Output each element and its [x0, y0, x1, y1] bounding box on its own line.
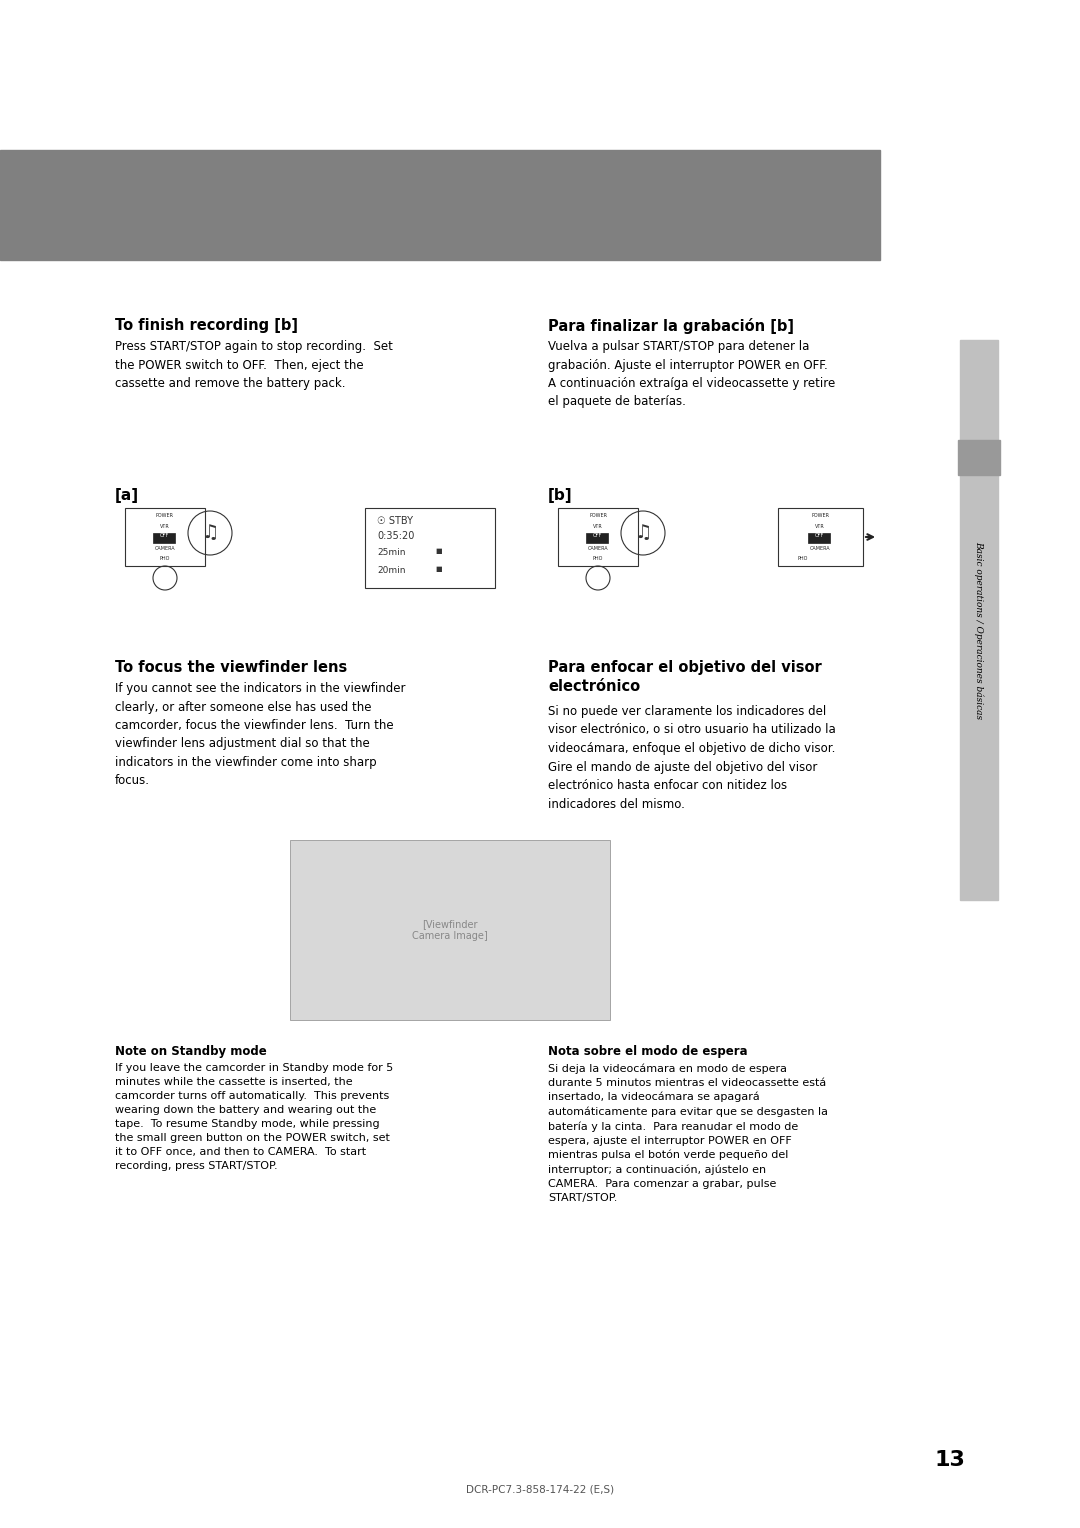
- Text: DCR-PC7.3-858-174-22 (E,S): DCR-PC7.3-858-174-22 (E,S): [465, 1485, 615, 1494]
- Text: If you leave the camcorder in Standby mode for 5
minutes while the cassette is i: If you leave the camcorder in Standby mo…: [114, 1063, 393, 1170]
- Text: 0:35:20: 0:35:20: [377, 532, 415, 541]
- Text: POWER: POWER: [589, 513, 607, 518]
- Text: ♫: ♫: [201, 524, 219, 542]
- Text: To focus the viewfinder lens: To focus the viewfinder lens: [114, 660, 348, 675]
- Bar: [291, 840, 610, 1021]
- Text: VTR: VTR: [160, 524, 170, 529]
- Bar: [958, 440, 1000, 475]
- Text: OFF: OFF: [160, 533, 168, 538]
- Text: [b]: [b]: [548, 487, 572, 503]
- Text: Si no puede ver claramente los indicadores del
visor electrónico, o si otro usua: Si no puede ver claramente los indicador…: [548, 704, 836, 810]
- Text: OFF: OFF: [592, 533, 602, 538]
- Text: Para enfocar el objetivo del visor
electrónico: Para enfocar el objetivo del visor elect…: [548, 660, 822, 694]
- Text: 13: 13: [934, 1450, 966, 1470]
- Text: CAMERA: CAMERA: [154, 545, 175, 552]
- Text: OFF: OFF: [814, 533, 824, 538]
- Bar: [586, 533, 608, 542]
- Text: PHO: PHO: [593, 556, 604, 561]
- Text: 20min: 20min: [377, 565, 405, 575]
- Text: POWER: POWER: [811, 513, 829, 518]
- Text: ☉ STBY: ☉ STBY: [377, 516, 413, 526]
- Text: To finish recording [b]: To finish recording [b]: [114, 318, 298, 333]
- Text: Para finalizar la grabación [b]: Para finalizar la grabación [b]: [548, 318, 794, 335]
- Text: ■: ■: [435, 549, 442, 555]
- Text: 25min: 25min: [377, 549, 405, 558]
- Text: PHO: PHO: [160, 556, 171, 561]
- Text: Note on Standby mode: Note on Standby mode: [114, 1045, 267, 1057]
- Bar: [153, 533, 175, 542]
- Text: PHO: PHO: [798, 556, 808, 561]
- Bar: [125, 507, 205, 565]
- Text: CAMERA: CAMERA: [588, 545, 608, 552]
- Text: VTR: VTR: [815, 524, 825, 529]
- Bar: [365, 507, 495, 588]
- Text: Basic operations / Operaciones básicas: Basic operations / Operaciones básicas: [974, 541, 984, 720]
- Text: ■: ■: [435, 565, 442, 571]
- Text: If you cannot see the indicators in the viewfinder
clearly, or after someone els: If you cannot see the indicators in the …: [114, 681, 405, 787]
- Bar: [808, 533, 831, 542]
- Text: Vuelva a pulsar START/STOP para detener la
grabación. Ajuste el interruptor POWE: Vuelva a pulsar START/STOP para detener …: [548, 341, 835, 408]
- Text: [Viewfinder
Camera Image]: [Viewfinder Camera Image]: [413, 920, 488, 941]
- Text: Nota sobre el modo de espera: Nota sobre el modo de espera: [548, 1045, 747, 1057]
- Text: Press START/STOP again to stop recording.  Set
the POWER switch to OFF.  Then, e: Press START/STOP again to stop recording…: [114, 341, 393, 390]
- Bar: [0, 150, 880, 260]
- Text: Si deja la videocámara en modo de espera
durante 5 minutos mientras el videocass: Si deja la videocámara en modo de espera…: [548, 1063, 828, 1203]
- Text: POWER: POWER: [156, 513, 174, 518]
- Text: CAMERA: CAMERA: [810, 545, 831, 552]
- Text: ♫: ♫: [634, 524, 651, 542]
- Bar: [558, 507, 638, 565]
- Text: [a]: [a]: [114, 487, 139, 503]
- Text: VTR: VTR: [593, 524, 603, 529]
- Bar: [778, 507, 863, 565]
- Bar: [960, 341, 998, 900]
